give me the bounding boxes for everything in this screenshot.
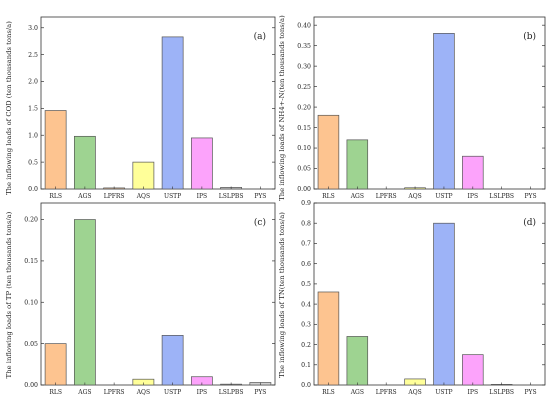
- x-tick-label: AQS: [136, 193, 150, 200]
- y-tick-label: 0.2: [301, 342, 311, 349]
- y-tick-label: 0.10: [24, 299, 38, 306]
- y-tick-label: 0.25: [297, 84, 311, 91]
- y-tick-label: 0.20: [24, 217, 38, 224]
- x-tick-label: IPS: [197, 193, 208, 200]
- bar-ags: [73, 219, 96, 386]
- bar-ustp: [161, 36, 184, 190]
- y-axis-label: The inflowing loads of COD (ten thousand…: [5, 21, 13, 195]
- x-tick-label: LPFRS: [104, 193, 125, 200]
- plot-frame: [40, 16, 276, 190]
- panel-label: (d): [523, 217, 536, 228]
- panel-label: (c): [254, 217, 266, 228]
- bar-ips: [462, 155, 484, 190]
- bar-ips: [190, 137, 213, 190]
- y-axis-label: The inflowing loads of NH4+-N(ten thousa…: [278, 15, 286, 201]
- x-tick-label: RLS: [322, 193, 335, 200]
- x-tick-label: LSLPBS: [489, 193, 514, 200]
- plot-frame: [313, 202, 546, 386]
- bar-rls: [44, 343, 67, 386]
- panel-label: (b): [523, 31, 536, 42]
- x-tick-label: PYS: [525, 193, 537, 200]
- y-tick-label: 0.05: [297, 166, 311, 173]
- x-tick-label: IPS: [468, 193, 479, 200]
- x-tick-label: RLS: [49, 193, 62, 200]
- y-tick-label: 0.1: [301, 362, 311, 369]
- x-tick-label: LSLPBS: [489, 389, 514, 396]
- x-tick-label: IPS: [197, 389, 208, 396]
- bar-ustp: [433, 222, 455, 386]
- x-tick-label: AGS: [77, 193, 91, 200]
- plot-frame: [313, 16, 546, 190]
- x-tick-label: LSLPBS: [219, 193, 244, 200]
- x-tick-label: USTP: [164, 389, 181, 396]
- bar-ustp: [433, 33, 455, 190]
- y-tick-label: 0.9: [301, 200, 311, 207]
- chart-panel-a: 0.0 0.5 1.0 1.5 2.0 2.5 3.0 RLS AGS LPFRS AQS USTP I…: [5, 16, 276, 200]
- x-tick-label: LPFRS: [376, 193, 397, 200]
- y-tick-label: 0.00: [297, 186, 311, 193]
- x-tick-label: USTP: [164, 193, 181, 200]
- y-axis-label: The inflowing loads of TN(ten thousands …: [278, 212, 286, 378]
- y-tick-label: 0.40: [297, 22, 311, 29]
- x-tick-label: AGS: [350, 389, 364, 396]
- x-tick-label: AGS: [77, 389, 91, 396]
- bar-ips: [462, 354, 484, 386]
- x-tick-label: AQS: [136, 389, 150, 396]
- x-tick-label: USTP: [435, 389, 452, 396]
- y-axis-label: The inflowing loads of TP (ten thousands…: [5, 211, 13, 378]
- x-tick-label: AGS: [350, 193, 364, 200]
- plot-frame: [40, 202, 276, 386]
- bar-ustp: [161, 335, 184, 386]
- y-tick-label: 0.8: [301, 220, 311, 227]
- y-tick-label: 0.5: [28, 159, 38, 166]
- x-tick-label: PYS: [525, 389, 537, 396]
- x-tick-label: AQS: [407, 193, 421, 200]
- bar-ags: [73, 135, 96, 190]
- y-tick-label: 0.10: [297, 145, 311, 152]
- y-tick-label: 1.5: [28, 106, 38, 113]
- bar-rls: [44, 110, 67, 190]
- y-tick-label: 0.15: [297, 125, 311, 132]
- x-tick-label: RLS: [49, 389, 62, 396]
- chart-panel-c: 0.00 0.05 0.10 0.15 0.20 RLS AGS LPFRS AQS USTP IP…: [5, 202, 276, 396]
- x-tick-label: PYS: [254, 193, 266, 200]
- x-tick-label: LPFRS: [376, 389, 397, 396]
- bar-ags: [346, 139, 369, 190]
- y-tick-label: 0.6: [301, 261, 311, 268]
- y-tick-label: 0.4: [301, 301, 311, 308]
- chart-panel-b: 0.00 0.05 0.10 0.15 0.20 0.25 0.30 0.35 0.40 RLS A…: [278, 15, 546, 201]
- x-tick-label: LSLPBS: [219, 389, 244, 396]
- chart-panel-d: 0.0 0.1 0.2 0.3 0.4 0.5 0.6 0.7 0.8 0.9 RLS AGS LPFR…: [278, 200, 546, 396]
- y-tick-label: 0.15: [24, 258, 38, 265]
- bar-rls: [317, 291, 340, 386]
- y-tick-label: 2.0: [28, 79, 38, 86]
- y-tick-label: 0.5: [301, 281, 311, 288]
- bar-ags: [346, 336, 369, 386]
- x-tick-label: PYS: [254, 389, 266, 396]
- x-tick-label: RLS: [322, 389, 335, 396]
- bar-aqs: [132, 161, 155, 190]
- y-tick-label: 0.0: [28, 186, 38, 193]
- x-tick-label: USTP: [435, 193, 452, 200]
- y-tick-label: 0.30: [297, 63, 311, 70]
- y-tick-label: 0.00: [24, 382, 38, 389]
- y-tick-label: 0.05: [24, 341, 38, 348]
- y-tick-label: 3.0: [28, 25, 38, 32]
- y-tick-label: 0.0: [301, 382, 311, 389]
- panel-label: (a): [254, 31, 266, 42]
- x-tick-label: IPS: [468, 389, 479, 396]
- bar-rls: [317, 114, 340, 190]
- y-tick-label: 0.7: [301, 241, 311, 248]
- y-tick-label: 2.5: [28, 52, 38, 59]
- x-tick-label: LPFRS: [104, 389, 125, 396]
- y-tick-label: 0.3: [301, 322, 311, 329]
- y-tick-label: 0.35: [297, 43, 311, 50]
- x-tick-label: AQS: [407, 389, 421, 396]
- y-tick-label: 0.20: [297, 104, 311, 111]
- y-tick-label: 1.0: [28, 132, 38, 139]
